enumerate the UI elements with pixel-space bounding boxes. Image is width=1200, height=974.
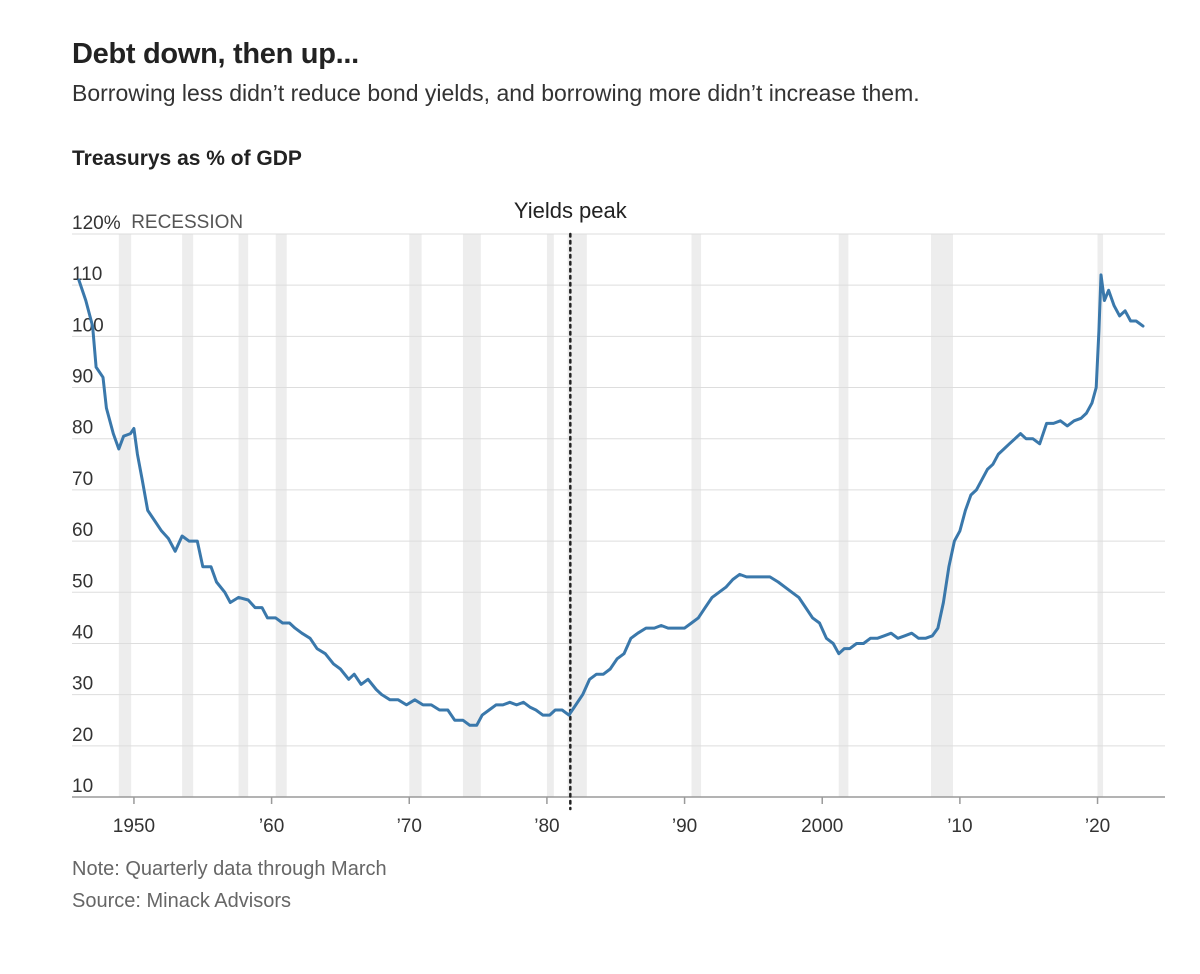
recession-bands: [118, 234, 1104, 797]
recession-band-12: [1097, 234, 1104, 797]
y-tick-label: 100: [72, 315, 104, 336]
chart-source: Source: Minack Advisors: [72, 890, 291, 912]
recession-band-11: [930, 234, 954, 797]
treasurys-gdp-series-line: [77, 273, 1145, 727]
y-tick-label: 90: [72, 367, 93, 388]
recession-band-1: [118, 234, 132, 797]
recession-band-9: [691, 234, 702, 797]
recession-band-2: [182, 234, 194, 797]
y-tick-label: 110: [72, 264, 102, 285]
x-axis-ticks: 1950 ’60 ’70 ’80 ’90 2000 ’10 ’20: [113, 797, 1110, 837]
x-tick-label: ’90: [672, 816, 697, 837]
recession-band-10: [838, 234, 849, 797]
y-tick-label: 20: [72, 725, 93, 746]
x-tick-label: 1950: [113, 816, 155, 837]
x-tick-label: 2000: [801, 816, 843, 837]
x-tick-label: ’60: [259, 816, 284, 837]
chart-subtitle: Borrowing less didn’t reduce bond yields…: [72, 80, 920, 106]
recession-band-6: [462, 234, 481, 797]
y-tick-label: 70: [72, 469, 93, 490]
y-tick-label: 40: [72, 622, 93, 643]
chart-note: Note: Quarterly data through March: [72, 858, 387, 880]
gridlines: [72, 233, 1165, 798]
y-tick-label: 120%: [72, 213, 121, 234]
yields-peak-label: Yields peak: [514, 198, 628, 223]
recession-band-4: [275, 234, 287, 797]
y-tick-label: 50: [72, 571, 93, 592]
y-axis-ticks: 120% 110 100 90 80 70 60 50 40 30 20 10: [72, 213, 121, 797]
chart-headline: Debt down, then up...: [72, 38, 359, 70]
recession-band-5: [409, 234, 422, 797]
y-tick-label: 30: [72, 674, 93, 695]
y-tick-label: 10: [72, 776, 93, 797]
x-tick-label: ’80: [534, 816, 559, 837]
y-tick-label: 80: [72, 418, 93, 439]
recession-band-3: [238, 234, 249, 797]
x-tick-label: ’20: [1085, 816, 1110, 837]
x-tick-label: ’10: [947, 816, 972, 837]
recession-band-8: [567, 234, 587, 797]
x-tick-label: ’70: [397, 816, 422, 837]
chart-title: Treasurys as % of GDP: [72, 147, 302, 170]
y-tick-label: 60: [72, 520, 93, 541]
recession-label: RECESSION: [131, 212, 243, 233]
recession-band-7: [546, 234, 554, 797]
